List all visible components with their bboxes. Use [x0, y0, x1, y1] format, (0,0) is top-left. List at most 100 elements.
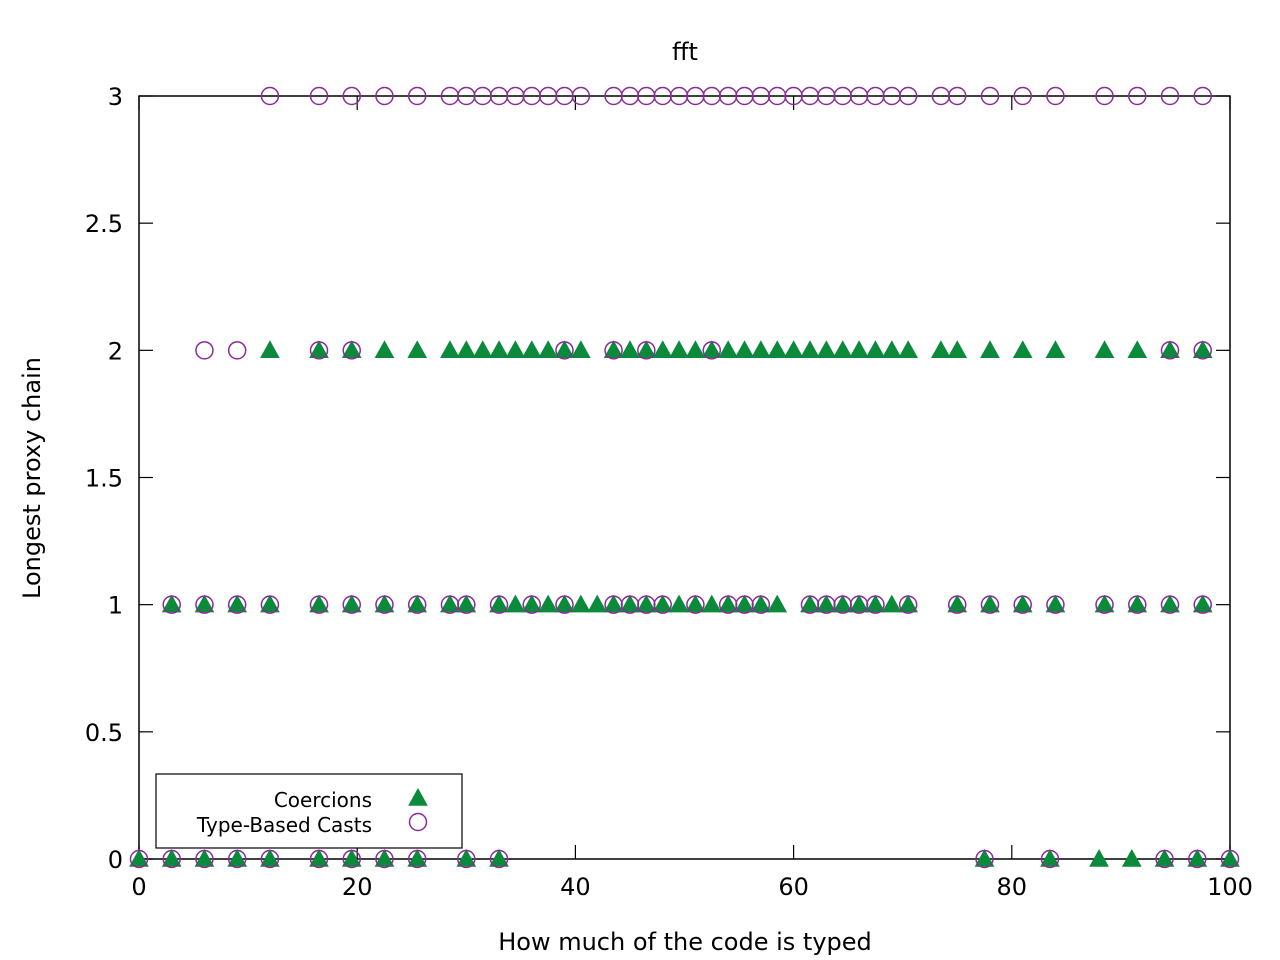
- coercions-point: [1192, 594, 1213, 613]
- type-based-casts-point: [604, 341, 623, 360]
- type-based-casts-point: [457, 595, 476, 614]
- y-tick-label: 0.5: [85, 719, 123, 747]
- coercions-point: [374, 848, 395, 867]
- type-based-casts-point: [342, 86, 361, 106]
- coercions-point: [407, 594, 428, 613]
- coercions-point: [1040, 848, 1060, 867]
- coercions-point: [832, 594, 853, 613]
- coercions-point: [538, 594, 558, 613]
- type-based-casts-point: [195, 595, 214, 614]
- coercions-point: [1045, 594, 1066, 613]
- coercions-point: [538, 340, 558, 359]
- coercions-point: [1192, 340, 1213, 359]
- coercions-point: [309, 340, 329, 359]
- type-based-casts-point: [1188, 849, 1207, 869]
- coercions-point: [718, 594, 738, 613]
- type-based-casts-point: [522, 595, 542, 614]
- coercions-point: [898, 594, 919, 613]
- type-based-casts-point: [1160, 86, 1180, 106]
- type-based-casts-point: [1128, 86, 1147, 106]
- type-based-casts-point: [1220, 849, 1240, 869]
- coercions-point: [341, 340, 362, 359]
- type-based-casts-point: [948, 86, 967, 106]
- type-based-casts-point: [342, 849, 361, 869]
- coercions-point: [407, 340, 428, 359]
- y-tick-label: 2: [108, 337, 123, 365]
- coercions-point: [505, 340, 526, 359]
- coercions-point: [603, 594, 624, 613]
- type-based-casts-point: [407, 86, 427, 106]
- coercions-point: [571, 340, 591, 359]
- coercions-point: [374, 340, 395, 359]
- coercions-point: [832, 340, 853, 359]
- x-tick-label: 40: [560, 873, 591, 901]
- coercions-point: [440, 340, 460, 359]
- type-based-casts-point: [1095, 595, 1114, 614]
- type-based-casts-point: [1013, 86, 1032, 106]
- coercions-point: [849, 594, 869, 613]
- coercions-point: [701, 594, 722, 613]
- legend-label-coercions: Coercions: [274, 788, 372, 812]
- legend-circle-icon: [408, 812, 428, 832]
- type-based-casts-point: [375, 595, 394, 614]
- type-based-casts-point: [686, 595, 705, 614]
- coercions-point: [227, 848, 248, 867]
- y-axis-label: Longest proxy chain: [18, 357, 46, 599]
- type-based-casts-point: [195, 849, 214, 869]
- y-tick-label: 3: [108, 83, 123, 111]
- type-based-casts-point: [898, 595, 918, 614]
- coercions-point: [865, 594, 886, 613]
- coercions-point: [636, 594, 657, 613]
- type-based-casts-point: [866, 595, 885, 614]
- coercions-point: [489, 848, 509, 867]
- type-based-casts-point: [898, 86, 918, 106]
- type-based-casts-point: [653, 595, 672, 614]
- coercions-point: [505, 594, 526, 613]
- coercions-point: [1160, 340, 1180, 359]
- type-based-casts-point: [457, 849, 476, 869]
- coercions-point: [260, 340, 280, 359]
- type-based-casts-point: [980, 595, 1000, 614]
- type-based-casts-point: [1193, 341, 1212, 360]
- coercions-point: [669, 594, 689, 613]
- coercions-point: [1094, 340, 1115, 359]
- type-based-casts-point: [1193, 595, 1212, 614]
- coercions-point: [816, 594, 837, 613]
- coercions-point: [974, 848, 995, 867]
- type-based-casts-point: [975, 849, 994, 869]
- type-based-casts-point: [1160, 595, 1180, 614]
- coercions-point: [734, 340, 755, 359]
- type-based-casts-point: [227, 849, 247, 869]
- type-based-casts-point: [260, 849, 280, 869]
- coercions-point: [194, 594, 215, 613]
- x-tick-label: 0: [131, 873, 146, 901]
- x-axis-label: How much of the code is typed: [498, 928, 872, 956]
- type-based-casts-point: [555, 341, 574, 360]
- coercions-point: [554, 594, 575, 613]
- type-based-casts-point: [375, 86, 394, 106]
- coercions-point: [701, 340, 722, 359]
- coercions-point: [947, 340, 968, 359]
- type-based-casts-point: [1155, 849, 1174, 869]
- type-based-casts-point: [309, 595, 329, 614]
- coercions-point: [489, 594, 509, 613]
- coercions-point: [849, 340, 869, 359]
- coercions-point: [669, 340, 689, 359]
- coercions-point: [1154, 848, 1175, 867]
- coercions-point: [161, 848, 182, 867]
- coercions-point: [1220, 848, 1240, 867]
- y-tick-label: 1.5: [85, 465, 123, 493]
- coercions-point: [456, 340, 477, 359]
- x-tick-label: 60: [778, 873, 809, 901]
- type-based-casts-point: [227, 341, 247, 360]
- chart-title: fft: [672, 38, 698, 66]
- coercions-point: [980, 340, 1000, 359]
- coercions-point: [800, 340, 820, 359]
- coercions-point: [652, 340, 673, 359]
- type-based-casts-point: [948, 595, 967, 614]
- type-based-casts-point: [260, 86, 280, 106]
- type-based-casts-point: [309, 86, 329, 106]
- coercions-point: [341, 848, 362, 867]
- coercions-point: [309, 848, 329, 867]
